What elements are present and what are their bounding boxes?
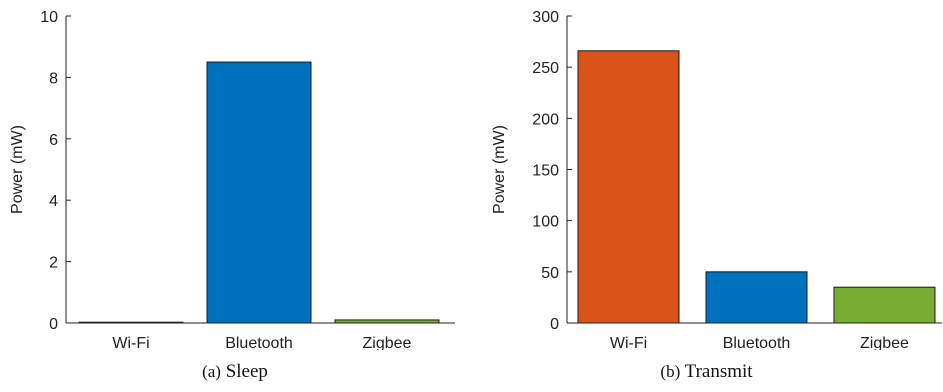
transmit-bar-wifi: [577, 50, 680, 324]
sleep-y-axis-label: Power (mW): [9, 125, 26, 214]
sleep-x-tick-label-bluetooth: Bluetooth: [225, 335, 293, 350]
sleep-x-tick-label-zigbee: Zigbee: [363, 335, 412, 350]
sleep-y-tick-label-2: 2: [49, 255, 58, 272]
transmit-bar-bluetooth: [705, 271, 808, 324]
sleep-y-tick-label-8: 8: [49, 70, 58, 87]
transmit-x-tick-label-bluetooth: Bluetooth: [723, 335, 791, 350]
transmit-y-tick-label-150: 150: [532, 163, 559, 180]
transmit-y-tick-label-50: 50: [541, 265, 559, 282]
transmit-chart-caption: (b) Transmit: [470, 361, 943, 383]
transmit-x-tick-label-wifi: Wi-Fi: [610, 335, 647, 350]
transmit-power-chart: Wi-Fi Bluetooth Zigbee 0 50 100 150 200 250 300 Po…: [491, 9, 942, 352]
sleep-y-tick-label-10: 10: [40, 9, 58, 26]
transmit-bar-zigbee: [833, 286, 936, 324]
sleep-power-chart: Wi-Fi Bluetooth Zigbee 0 2 4 6 8 10 Power (mW): [9, 9, 455, 352]
sleep-x-tick-label-wifi: Wi-Fi: [112, 335, 149, 350]
transmit-caption-title: Transmit: [684, 361, 753, 382]
transmit-x-tick-label-zigbee: Zigbee: [860, 335, 909, 350]
sleep-y-tick-label-0: 0: [49, 316, 58, 333]
transmit-y-tick-label-100: 100: [532, 214, 559, 231]
sleep-y-tick-label-4: 4: [49, 193, 58, 210]
transmit-y-axis-label: Power (mW): [491, 125, 508, 214]
transmit-chart-panel: Wi-Fi Bluetooth Zigbee 0 50 100 150 200 250 300 Po…: [470, 0, 943, 392]
transmit-y-tick-label-200: 200: [532, 111, 559, 128]
transmit-y-tick-label-0: 0: [550, 316, 559, 333]
sleep-chart-caption: (a) Sleep: [0, 361, 470, 383]
sleep-caption-tag: (a): [202, 362, 221, 381]
transmit-y-tick-label-300: 300: [532, 9, 559, 26]
sleep-chart-panel: Wi-Fi Bluetooth Zigbee 0 2 4 6 8 10 Power (mW) (a…: [0, 0, 470, 392]
sleep-caption-title: Sleep: [225, 361, 268, 382]
transmit-y-tick-label-250: 250: [532, 60, 559, 77]
transmit-caption-tag: (b): [660, 362, 681, 381]
sleep-bar-bluetooth: [206, 61, 312, 324]
sleep-y-tick-label-6: 6: [49, 132, 58, 149]
